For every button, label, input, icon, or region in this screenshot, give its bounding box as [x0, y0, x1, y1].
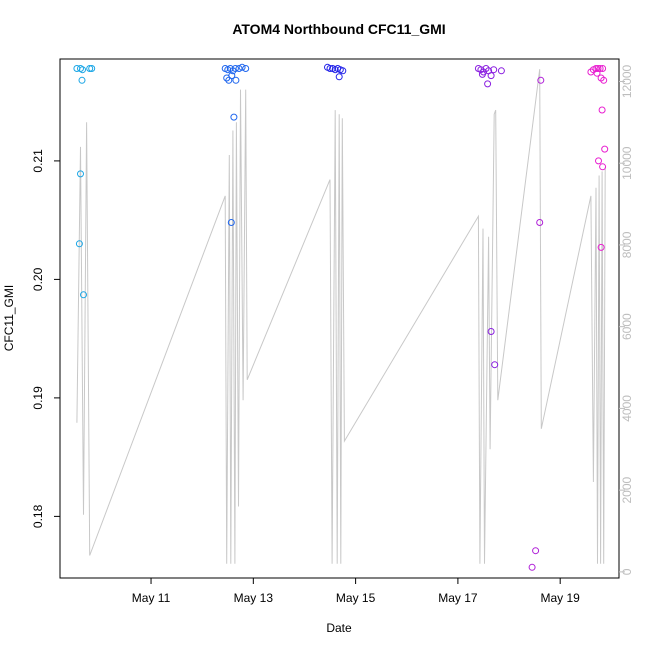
data-point	[532, 547, 540, 555]
data-point	[599, 65, 607, 72]
y-tick-label: 0.18	[31, 504, 45, 528]
x-tick-label: May 11	[132, 591, 171, 605]
data-point	[335, 73, 343, 81]
data-point	[491, 361, 499, 369]
data-point	[242, 65, 250, 72]
data-point	[326, 65, 334, 72]
y2-tick-label: 6000	[620, 313, 634, 340]
data-point	[232, 76, 240, 84]
data-point	[231, 65, 239, 72]
x-tick-label: May 19	[541, 591, 581, 605]
data-point	[75, 240, 83, 248]
y2-tick-label: 12000	[620, 64, 634, 98]
data-point	[86, 65, 94, 72]
data-point	[230, 113, 238, 121]
y2-tick-label: 8000	[620, 231, 634, 258]
x-axis-label: Date	[326, 621, 352, 635]
chart-title: ATOM4 Northbound CFC11_GMI	[232, 21, 445, 37]
altitude-line	[76, 69, 606, 564]
data-point	[235, 65, 243, 72]
y2-tick-label: 2000	[620, 476, 634, 503]
data-point	[78, 76, 86, 84]
y2-tick-label: 4000	[620, 395, 634, 422]
y-tick-label: 0.21	[31, 149, 45, 173]
cfc11-series	[73, 63, 609, 571]
data-point	[487, 72, 495, 80]
data-point	[77, 170, 84, 178]
data-point	[600, 76, 608, 84]
data-point	[536, 219, 544, 226]
data-point	[238, 63, 246, 71]
data-point	[601, 145, 609, 153]
y-tick-label: 0.19	[31, 386, 45, 410]
x-tick-label: May 15	[336, 591, 376, 605]
y-axis: 0.18 0.19 0.20 0.21	[31, 149, 60, 528]
data-point	[595, 157, 602, 165]
data-point	[596, 65, 604, 72]
data-point	[598, 106, 606, 114]
data-point	[227, 219, 235, 226]
y-tick-label: 0.20	[31, 267, 45, 291]
y-axis-label: CFC11_GMI	[2, 285, 16, 351]
data-point	[528, 563, 536, 571]
data-point	[228, 72, 236, 80]
x-axis: May 11 May 13 May 15 May 17 May 19	[132, 577, 581, 605]
data-point	[593, 69, 601, 77]
y2-tick-label: 10000	[620, 146, 634, 180]
x-tick-label: May 13	[234, 591, 274, 605]
y2-tick-label: 0	[620, 568, 634, 575]
data-point	[597, 243, 605, 251]
data-point	[79, 66, 86, 74]
data-point	[80, 291, 87, 299]
data-point	[594, 65, 602, 72]
data-point	[599, 163, 607, 171]
data-point	[487, 328, 495, 335]
x-tick-label: May 17	[438, 591, 478, 605]
y2-axis: 0 2000 4000 6000 8000 10000 12000	[619, 64, 634, 575]
data-point	[484, 80, 492, 88]
data-point	[497, 67, 505, 75]
altitude-series	[76, 69, 606, 564]
data-point	[537, 76, 545, 84]
data-point	[490, 66, 498, 74]
data-point	[88, 65, 96, 72]
data-point	[592, 65, 600, 72]
data-point	[478, 70, 486, 78]
data-point	[339, 67, 347, 75]
